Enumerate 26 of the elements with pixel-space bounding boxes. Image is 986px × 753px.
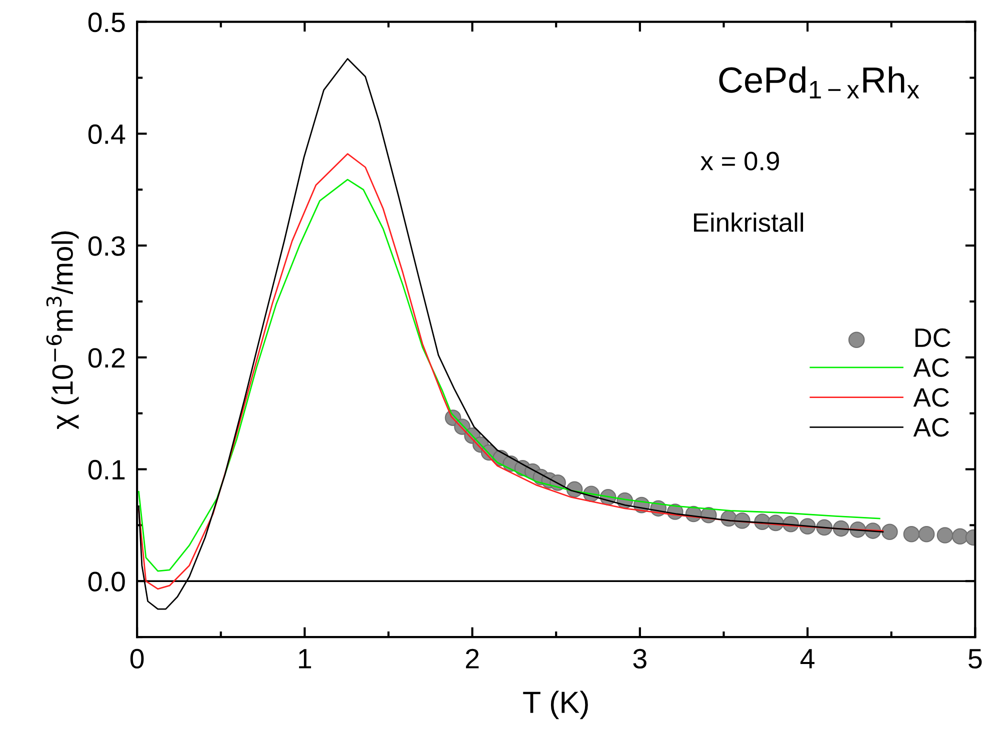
x-axis-title: T (K) [523,690,588,720]
y-tick-label: 0.3 [88,236,125,256]
legend-label: AC [913,358,949,377]
y-tick-label: 0.2 [88,348,125,368]
annotation: CePd$_{1−x}$Rh$_{x}$ [719,66,920,98]
x-tick-label: 1 [299,649,312,668]
y-tick-label: 0.1 [88,460,125,480]
point [936,527,954,544]
x-tick-label: 2 [466,648,479,668]
point [903,526,920,542]
legend-label: AC [913,388,949,407]
x-tick-label: 5 [968,649,982,669]
annotation: x = 0.9 [700,152,779,170]
point [918,526,935,542]
y-tick-label: 0.4 [88,124,126,144]
y-axis-title: χ (10$^{−6}$m$^{3}$/mol) [46,231,79,430]
x-tick-label: 3 [633,648,646,669]
y-tick-label: 0.0 [88,572,125,592]
legend-label: DC [915,328,950,348]
point [882,524,898,540]
y-tick-label: 0.5 [88,12,125,32]
x-tick-label: 4 [800,649,814,668]
legend-label: AC [913,418,949,437]
annotation: Einkristall [694,212,804,232]
x-tick-label: 0 [130,648,144,669]
point [952,528,968,545]
